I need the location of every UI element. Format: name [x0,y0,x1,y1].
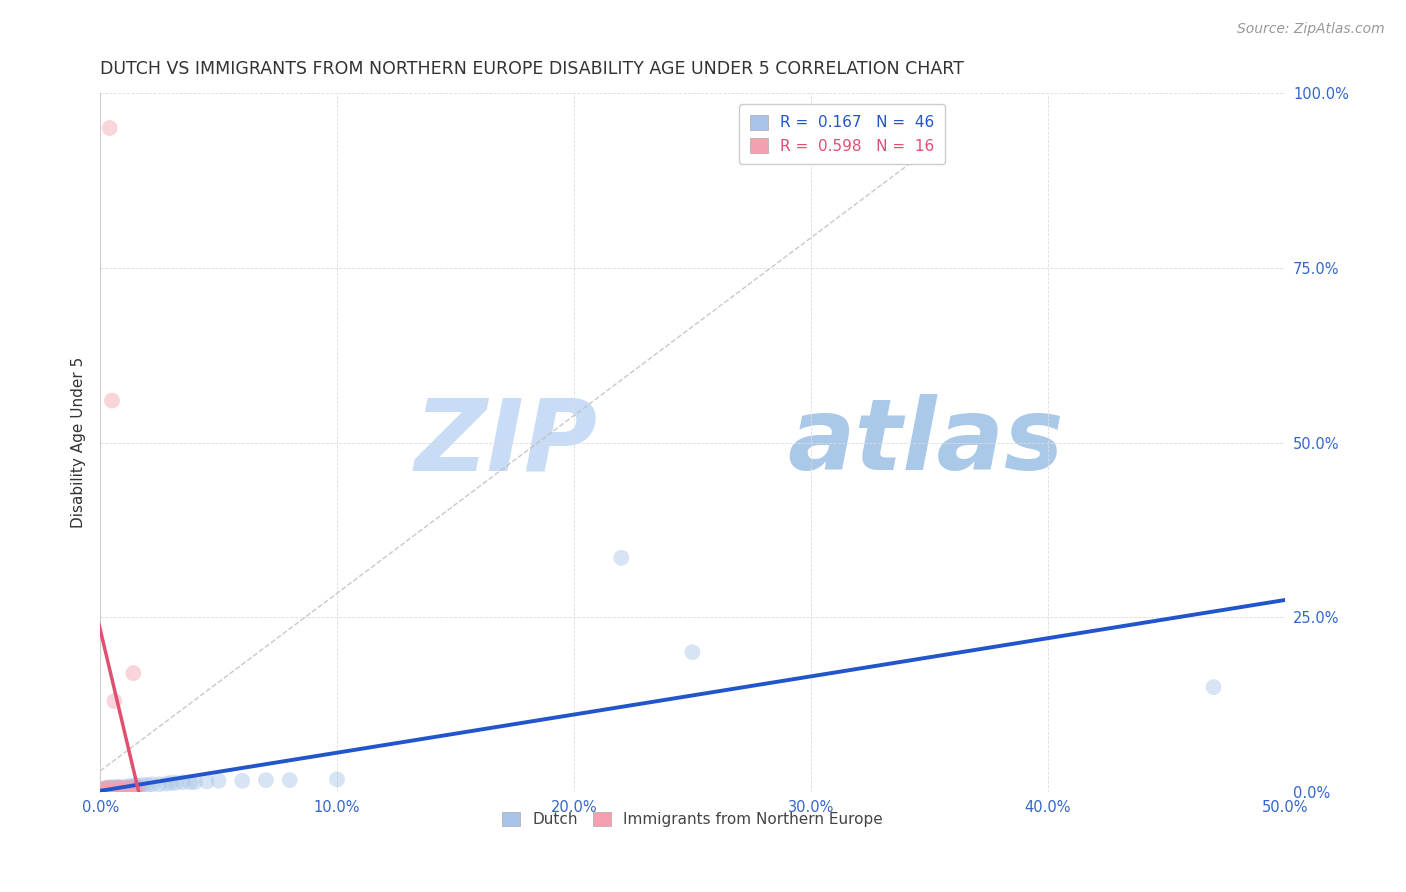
Text: Source: ZipAtlas.com: Source: ZipAtlas.com [1237,22,1385,37]
Point [110,781,132,796]
Point [120,780,142,794]
Point [231,773,253,788]
Point [124,781,146,796]
Point [101,393,124,408]
Text: ZIP: ZIP [415,394,598,491]
Point [108,780,131,795]
Point [105,780,128,794]
Point [108,780,131,794]
Point [91,782,114,797]
Point [101,780,124,794]
Point [124,779,146,793]
Point [195,774,218,789]
Point [96,780,118,795]
Point [105,781,128,796]
Point [96,780,118,795]
Point [94,782,117,797]
Point [165,776,187,790]
Point [136,778,159,792]
Point [105,781,128,796]
Point [103,694,125,708]
Point [184,775,207,789]
Point [132,778,155,792]
Point [98,780,121,795]
Point [254,773,277,788]
Point [681,645,703,659]
Point [172,775,194,789]
Point [110,780,132,795]
Point [94,782,117,797]
Point [91,782,114,797]
Point [326,772,349,787]
Point [179,775,201,789]
Text: DUTCH VS IMMIGRANTS FROM NORTHERN EUROPE DISABILITY AGE UNDER 5 CORRELATION CHAR: DUTCH VS IMMIGRANTS FROM NORTHERN EUROPE… [100,60,965,78]
Point [1202,680,1225,694]
Point [98,781,121,796]
Point [101,781,124,796]
Point [96,782,118,797]
Point [155,776,177,790]
Point [103,780,125,795]
Point [101,781,124,796]
Point [105,780,128,795]
Point [127,779,149,793]
Point [141,777,163,791]
Point [112,780,135,794]
Point [148,777,170,791]
Point [98,120,121,135]
Point [98,782,121,797]
Point [112,781,135,796]
Point [122,666,145,681]
Point [207,773,229,788]
Legend: Dutch, Immigrants from Northern Europe: Dutch, Immigrants from Northern Europe [495,805,890,833]
Point [160,776,183,790]
Y-axis label: Disability Age Under 5: Disability Age Under 5 [72,357,86,528]
Point [278,773,301,788]
Point [117,780,139,795]
Point [103,781,125,796]
Point [122,780,145,794]
Text: atlas: atlas [787,394,1063,491]
Point [96,781,118,796]
Point [115,780,138,794]
Point [94,781,117,796]
Point [120,781,142,796]
Point [117,780,139,794]
Point [108,780,131,795]
Point [127,781,149,796]
Point [610,550,633,565]
Point [101,782,124,797]
